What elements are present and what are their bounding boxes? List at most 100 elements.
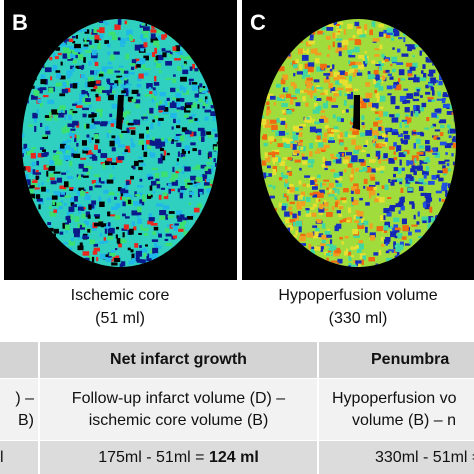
texture-speck [261,160,267,166]
texture-speck [391,37,395,41]
texture-speck [331,91,339,94]
texture-speck [305,212,312,217]
texture-speck [358,220,363,226]
texture-speck [263,142,268,147]
texture-speck [326,76,329,80]
texture-speck [376,226,384,232]
texture-speck [421,216,429,223]
texture-speck [416,151,424,155]
texture-speck [375,132,379,138]
texture-speck [123,70,129,74]
texture-speck [323,73,331,76]
texture-speck [269,95,276,100]
texture-speck [320,110,325,113]
texture-speck [283,142,291,149]
texture-speck [360,160,366,166]
texture-speck [158,117,164,121]
texture-speck [139,199,145,206]
texture-speck [199,88,207,93]
texture-speck [430,125,434,128]
texture-speck [197,188,204,195]
texture-speck [306,209,310,214]
texture-speck [159,141,166,147]
texture-speck [347,207,352,213]
texture-speck [279,94,285,98]
texture-speck [376,99,380,102]
texture-speck [326,234,332,238]
texture-speck [434,108,442,113]
texture-speck [94,174,100,177]
texture-speck [166,152,170,156]
texture-speck [147,253,151,257]
texture-speck [405,44,412,47]
texture-speck [401,119,408,122]
texture-speck [162,155,166,161]
texture-speck [347,265,353,267]
texture-speck [407,45,412,52]
texture-speck [351,196,354,202]
texture-speck [393,156,398,161]
texture-speck [388,179,391,183]
texture-speck [23,143,28,150]
texture-speck [56,113,61,117]
texture-speck [272,185,276,190]
texture-speck [182,87,187,93]
texture-speck [335,157,342,164]
texture-speck [377,155,381,160]
texture-speck [63,203,67,206]
texture-speck [138,160,144,163]
texture-speck [25,147,30,152]
texture-speck [434,129,441,132]
texture-speck [374,135,377,140]
texture-speck [94,185,102,188]
texture-speck [106,89,110,96]
texture-speck [280,79,286,85]
texture-speck [109,140,115,147]
texture-speck [87,255,92,260]
texture-speck [290,143,293,149]
texture-speck [154,138,162,143]
texture-speck [328,66,336,70]
texture-speck [64,125,68,129]
texture-speck [95,181,99,187]
texture-speck [362,255,366,261]
texture-speck [29,168,35,174]
texture-speck [79,93,85,100]
texture-speck [446,168,451,172]
texture-speck [129,34,132,41]
texture-speck [95,80,101,84]
texture-speck [357,223,365,229]
brain-c-texture [260,19,456,267]
texture-speck [110,85,113,90]
texture-speck [443,173,447,176]
texture-speck [350,178,353,183]
texture-speck [300,146,304,151]
texture-speck [379,214,385,221]
cell-text: Follow-up infarct volume (D) – [71,389,286,407]
texture-speck [63,242,70,245]
texture-speck [355,215,362,220]
texture-speck [35,194,41,199]
texture-speck [386,211,392,217]
texture-speck [130,249,134,253]
texture-speck [399,95,407,102]
texture-speck [373,140,376,147]
texture-speck [389,205,396,208]
texture-speck [378,106,384,110]
texture-speck [292,134,299,141]
texture-speck [135,194,141,197]
texture-speck [369,159,376,163]
texture-speck [33,182,39,188]
texture-speck [95,93,99,98]
texture-speck [331,206,335,211]
texture-speck [67,215,71,221]
texture-speck [93,28,98,34]
texture-speck [285,166,288,170]
texture-speck [432,152,438,155]
texture-speck [53,209,58,213]
texture-speck [165,214,169,220]
texture-speck [324,200,327,204]
texture-speck [130,175,134,180]
texture-speck [404,125,409,128]
texture-speck [414,44,419,48]
